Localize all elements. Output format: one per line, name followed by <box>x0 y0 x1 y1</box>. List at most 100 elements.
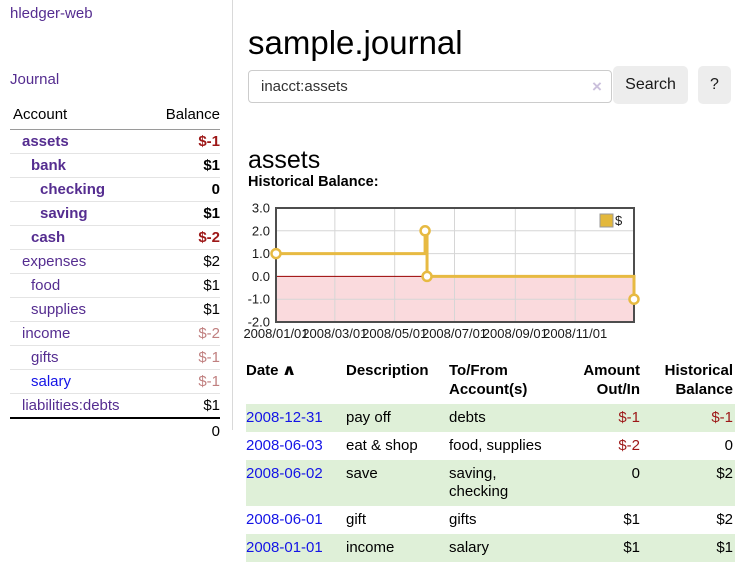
account-row: supplies $1 <box>10 297 220 322</box>
account-link[interactable]: supplies <box>31 301 87 318</box>
accounts-total: 0 <box>150 417 220 443</box>
y-tick-label: 2.0 <box>252 223 270 238</box>
help-button[interactable]: ? <box>698 66 731 104</box>
search-button[interactable]: Search <box>613 66 688 104</box>
account-balance: $-1 <box>150 129 220 154</box>
transaction-amount: $-2 <box>618 437 640 454</box>
account-balance: $1 <box>150 153 220 178</box>
account-link[interactable]: cash <box>31 229 66 246</box>
register-column-header: Amount Out/In <box>583 362 640 398</box>
account-balance: $-1 <box>150 345 220 370</box>
transaction-balance: 0 <box>724 437 733 454</box>
account-link[interactable]: food <box>31 277 61 294</box>
account-row: checking 0 <box>10 177 220 202</box>
transaction-date-link[interactable]: 2008-06-03 <box>246 437 323 454</box>
account-row: liabilities:debts $1 <box>10 394 220 419</box>
transaction-accounts: salary <box>449 534 557 562</box>
y-tick-label: -2.0 <box>248 315 270 330</box>
transaction-date-link[interactable]: 2008-12-31 <box>246 409 323 426</box>
data-point <box>628 293 640 305</box>
account-row: gifts $-1 <box>10 345 220 370</box>
account-link[interactable]: liabilities:debts <box>22 397 120 414</box>
accounts-header-balance: Balance <box>150 104 220 130</box>
transaction-accounts: saving, checking <box>449 460 557 506</box>
data-point <box>419 225 431 237</box>
account-link[interactable]: income <box>22 325 71 342</box>
transaction-description: pay off <box>346 404 449 432</box>
legend-label: $ <box>615 213 623 228</box>
chart-heading: Historical Balance: <box>248 174 379 190</box>
account-row: bank $1 <box>10 153 220 178</box>
x-tick-label: 2008/07/01 <box>422 326 487 341</box>
y-tick-label: 3.0 <box>252 201 270 216</box>
account-balance: $-1 <box>150 369 220 394</box>
page-title: sample.journal <box>248 24 463 62</box>
transaction-description: gift <box>346 511 367 528</box>
register-row: 2008-06-01 gift gifts $1 $2 <box>246 506 735 534</box>
legend-swatch <box>599 213 614 228</box>
transaction-accounts: debts <box>449 404 557 432</box>
register-row: 2008-01-01 income salary $1 $1 <box>246 534 735 562</box>
account-link[interactable]: assets <box>22 133 69 150</box>
search-input[interactable] <box>248 70 612 103</box>
account-link[interactable]: bank <box>31 157 67 174</box>
x-tick-label: 2008/03/01 <box>302 326 367 341</box>
account-row: food $1 <box>10 273 220 298</box>
accounts-total-row: 0 <box>10 417 220 443</box>
data-point <box>421 270 433 283</box>
account-link[interactable]: gifts <box>31 349 59 366</box>
account-balance: $1 <box>203 397 220 414</box>
x-tick-label: 2008/09/01 <box>483 326 548 341</box>
account-balance: $1 <box>150 273 220 298</box>
transaction-description: income <box>346 534 449 562</box>
account-row: saving $1 <box>10 201 220 226</box>
transaction-date-link[interactable]: 2008-06-01 <box>246 511 323 528</box>
transaction-accounts: food, supplies <box>449 437 542 454</box>
app-brand-link[interactable]: hledger-web <box>10 5 93 22</box>
register-table: Date ∧ Description To/From Account(s) Amount… <box>246 358 735 562</box>
accounts-header-account: Account <box>10 104 151 130</box>
y-tick-label: -1.0 <box>248 292 270 307</box>
account-balance: $2 <box>150 249 220 274</box>
transaction-accounts: gifts <box>449 511 477 528</box>
transaction-balance: $2 <box>716 511 733 528</box>
register-row: 2008-06-03 eat & shop food, supplies $-2 0 <box>246 432 735 460</box>
sidebar-item-journal[interactable]: Journal <box>10 71 60 88</box>
register-column-header[interactable]: Date ∧ <box>246 362 297 379</box>
historical-balance-chart: 3.0 2.0 1.0 0.0 -1.0 -2.0 2008/01/01 2008/03/01… <box>240 200 742 350</box>
account-balance: 0 <box>150 177 220 202</box>
transaction-date-link[interactable]: 2008-01-01 <box>246 539 323 556</box>
account-row: expenses $2 <box>10 249 220 274</box>
y-tick-label: 0.0 <box>252 269 270 284</box>
account-link[interactable]: salary <box>31 373 72 390</box>
account-title: assets <box>248 145 321 174</box>
transaction-balance: $-1 <box>642 404 735 432</box>
transaction-balance: $1 <box>642 534 735 562</box>
y-tick-label: 1.0 <box>252 246 270 261</box>
account-link[interactable]: saving <box>40 205 88 222</box>
clear-search-icon[interactable]: × <box>592 77 602 96</box>
transaction-description: eat & shop <box>346 437 418 454</box>
accounts-panel: Account Balance assets $-1 bank $1 checking 0… <box>10 104 220 443</box>
transaction-amount: $-1 <box>557 404 642 432</box>
account-link[interactable]: checking <box>40 181 106 198</box>
account-row: salary $-1 <box>10 369 220 394</box>
account-balance: $1 <box>150 201 220 226</box>
account-row: income $-2 <box>10 321 220 346</box>
x-tick-label: 2008/11/01 <box>543 326 607 341</box>
register-row: 2008-12-31 pay off debts $-1 $-1 <box>246 404 735 432</box>
account-balance: $-2 <box>150 321 220 346</box>
transaction-date-link[interactable]: 2008-06-02 <box>246 465 323 482</box>
account-balance: $-2 <box>150 225 220 250</box>
register-column-header: To/From Account(s) <box>449 362 528 398</box>
account-link[interactable]: expenses <box>22 253 87 270</box>
transaction-amount: $1 <box>557 534 642 562</box>
sort-ascending-icon: ∧ <box>280 362 297 379</box>
register-column-header: Description <box>346 362 429 379</box>
x-tick-label: 2008/05/01 <box>362 326 427 341</box>
accounts-table: Account Balance assets $-1 bank $1 checking 0… <box>10 104 220 443</box>
transaction-balance: $2 <box>642 460 735 506</box>
transaction-amount: $1 <box>623 511 640 528</box>
account-row: assets $-1 <box>10 129 220 154</box>
register-panel: Date ∧ Description To/From Account(s) Amount… <box>246 358 735 562</box>
